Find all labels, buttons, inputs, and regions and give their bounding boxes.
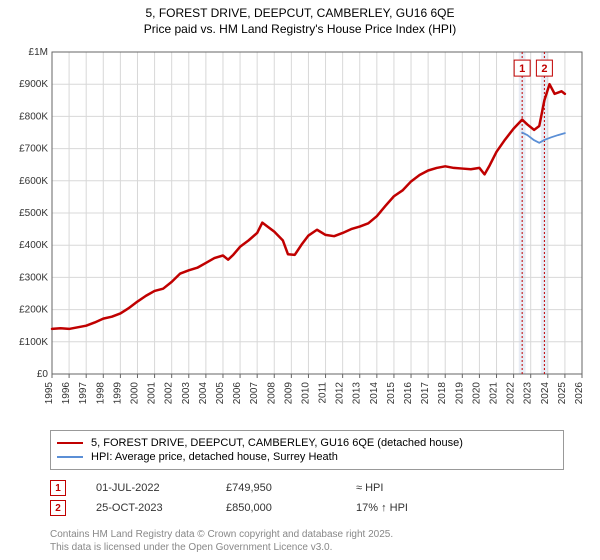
svg-text:1: 1	[519, 63, 525, 75]
svg-text:2025: 2025	[557, 382, 568, 405]
svg-text:2011: 2011	[318, 382, 329, 404]
svg-text:2009: 2009	[283, 382, 294, 405]
svg-text:£800K: £800K	[19, 111, 48, 122]
svg-text:£300K: £300K	[19, 272, 48, 283]
marker-date: 01-JUL-2022	[96, 482, 196, 494]
svg-text:£400K: £400K	[19, 240, 48, 251]
chart-container: 5, FOREST DRIVE, DEEPCUT, CAMBERLEY, GU1…	[0, 0, 600, 560]
title-line2: Price paid vs. HM Land Registry's House …	[0, 22, 600, 38]
attribution-line1: Contains HM Land Registry data © Crown c…	[50, 528, 393, 541]
svg-text:£700K: £700K	[19, 144, 48, 155]
svg-text:2020: 2020	[471, 382, 482, 405]
marker-row: 2 25-OCT-2023 £850,000 17% ↑ HPI	[50, 500, 456, 516]
svg-text:£1M: £1M	[29, 47, 48, 58]
svg-text:2015: 2015	[386, 382, 397, 405]
svg-text:2004: 2004	[198, 382, 209, 405]
svg-text:£500K: £500K	[19, 208, 48, 219]
marker-change: ≈ HPI	[356, 482, 456, 494]
svg-text:£100K: £100K	[19, 337, 48, 348]
svg-text:1998: 1998	[95, 382, 106, 405]
svg-text:1995: 1995	[44, 382, 55, 405]
legend-swatch	[57, 442, 83, 444]
svg-text:2005: 2005	[215, 382, 226, 405]
svg-text:£0: £0	[37, 369, 49, 380]
marker-badge: 1	[50, 480, 66, 496]
svg-text:2006: 2006	[232, 382, 243, 405]
attribution-line2: This data is licensed under the Open Gov…	[50, 541, 393, 554]
title-line1: 5, FOREST DRIVE, DEEPCUT, CAMBERLEY, GU1…	[0, 6, 600, 22]
svg-text:2002: 2002	[164, 382, 175, 405]
svg-text:2021: 2021	[489, 382, 500, 405]
svg-text:2017: 2017	[420, 382, 431, 405]
chart-title: 5, FOREST DRIVE, DEEPCUT, CAMBERLEY, GU1…	[0, 0, 600, 37]
svg-text:2000: 2000	[129, 382, 140, 405]
svg-text:2013: 2013	[352, 382, 363, 405]
svg-text:1997: 1997	[78, 382, 89, 405]
legend-label: HPI: Average price, detached house, Surr…	[91, 451, 338, 463]
marker-date: 25-OCT-2023	[96, 502, 196, 514]
svg-text:1999: 1999	[112, 382, 123, 405]
svg-text:2: 2	[541, 63, 547, 75]
marker-price: £749,950	[226, 482, 326, 494]
marker-badge: 2	[50, 500, 66, 516]
svg-text:2024: 2024	[540, 382, 551, 405]
svg-text:2007: 2007	[249, 382, 260, 405]
svg-text:2010: 2010	[300, 382, 311, 405]
marker-price: £850,000	[226, 502, 326, 514]
svg-text:2001: 2001	[147, 382, 158, 405]
svg-text:2018: 2018	[437, 382, 448, 405]
svg-text:2023: 2023	[523, 382, 534, 405]
svg-text:2003: 2003	[181, 382, 192, 405]
svg-text:2014: 2014	[369, 382, 380, 405]
svg-text:2008: 2008	[266, 382, 277, 405]
svg-text:2012: 2012	[335, 382, 346, 405]
marker-row: 1 01-JUL-2022 £749,950 ≈ HPI	[50, 480, 456, 496]
legend-item: 5, FOREST DRIVE, DEEPCUT, CAMBERLEY, GU1…	[57, 437, 557, 449]
svg-text:2022: 2022	[506, 382, 517, 405]
legend: 5, FOREST DRIVE, DEEPCUT, CAMBERLEY, GU1…	[50, 430, 564, 470]
svg-text:2016: 2016	[403, 382, 414, 405]
legend-item: HPI: Average price, detached house, Surr…	[57, 451, 557, 463]
attribution: Contains HM Land Registry data © Crown c…	[50, 528, 393, 554]
marker-change: 17% ↑ HPI	[356, 502, 456, 514]
svg-text:2019: 2019	[454, 382, 465, 405]
svg-text:£600K: £600K	[19, 176, 48, 187]
chart-plot: £0 £100K £200K £300K £400K £500K £600K £700K £80…	[6, 42, 594, 422]
svg-text:2026: 2026	[574, 382, 585, 405]
svg-text:£200K: £200K	[19, 305, 48, 316]
legend-label: 5, FOREST DRIVE, DEEPCUT, CAMBERLEY, GU1…	[91, 437, 463, 449]
svg-text:1996: 1996	[61, 382, 72, 405]
legend-swatch	[57, 456, 83, 458]
svg-text:£900K: £900K	[19, 79, 48, 90]
sale-markers: 1 01-JUL-2022 £749,950 ≈ HPI 2 25-OCT-20…	[50, 476, 456, 520]
